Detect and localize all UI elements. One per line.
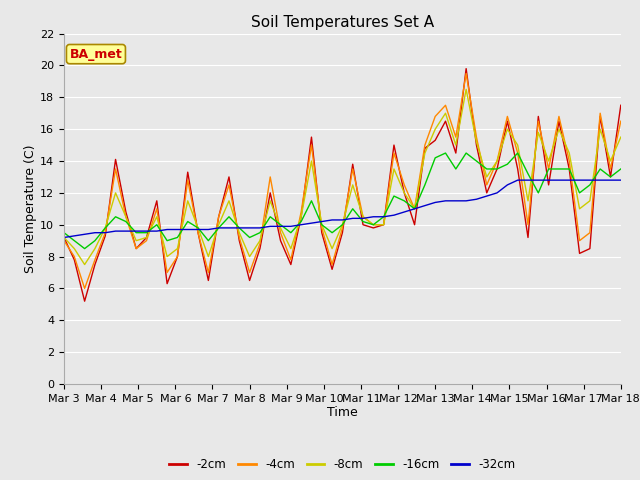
Y-axis label: Soil Temperature (C): Soil Temperature (C) bbox=[24, 144, 37, 273]
X-axis label: Time: Time bbox=[327, 407, 358, 420]
Text: BA_met: BA_met bbox=[70, 48, 122, 60]
Title: Soil Temperatures Set A: Soil Temperatures Set A bbox=[251, 15, 434, 30]
Legend: -2cm, -4cm, -8cm, -16cm, -32cm: -2cm, -4cm, -8cm, -16cm, -32cm bbox=[164, 454, 520, 476]
